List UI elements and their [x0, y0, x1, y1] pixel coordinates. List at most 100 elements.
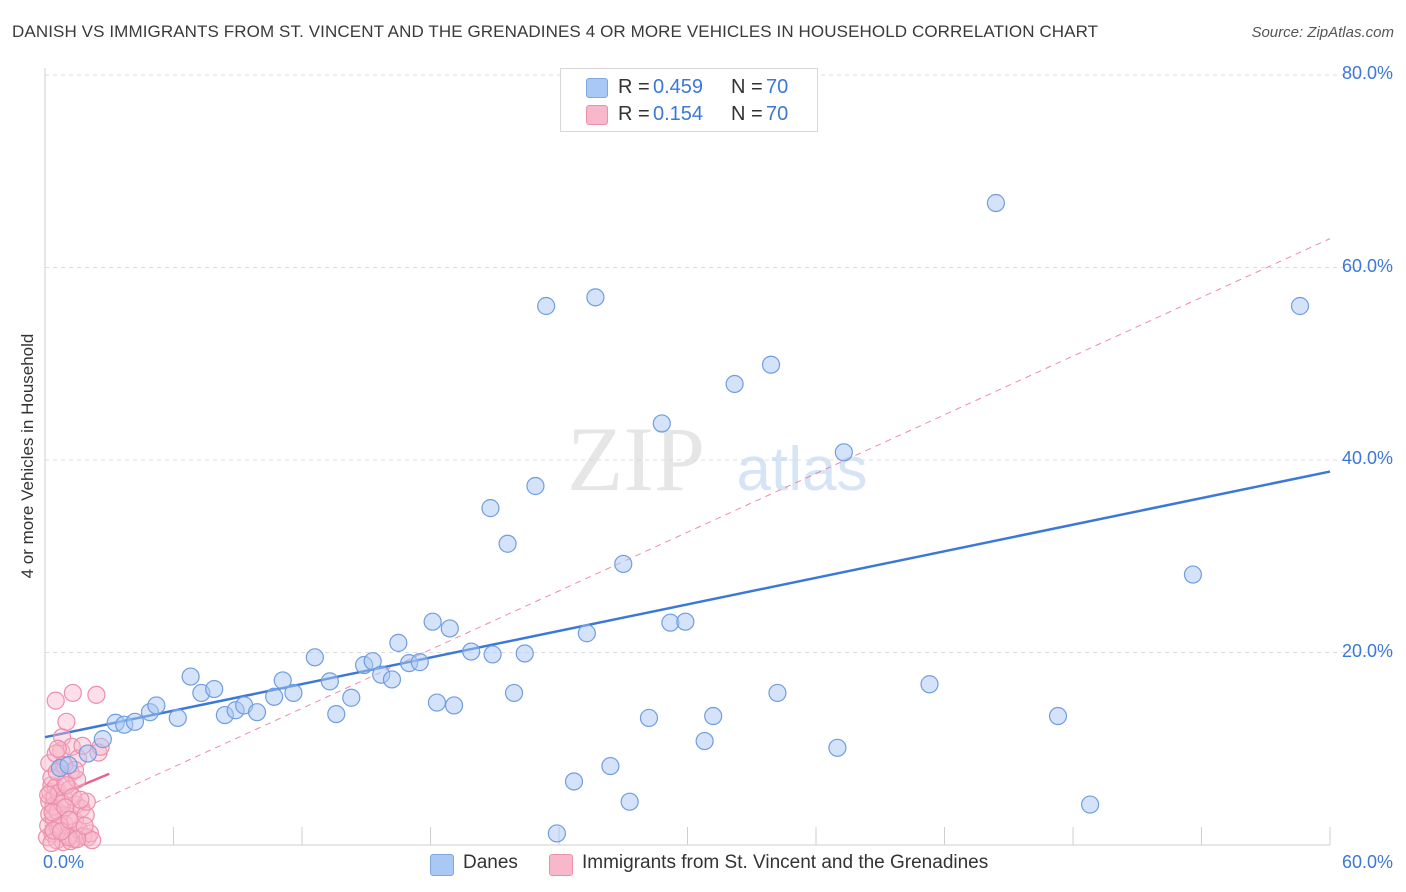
data-point-danes: [828, 738, 847, 757]
legend-r-value: 0.154: [653, 103, 704, 125]
legend-n-value: 70: [766, 76, 789, 98]
data-point-danes: [601, 756, 620, 776]
data-point-danes: [1048, 706, 1068, 726]
data-point-danes: [725, 374, 744, 394]
data-point-immigrants: [39, 785, 58, 805]
x-tick-label: 0.0%: [43, 852, 85, 872]
data-point-danes: [427, 693, 447, 712]
y-tick-label: 20.0%: [1341, 640, 1393, 661]
legend-swatch-danes: [586, 78, 608, 98]
legend-swatch-danes: [430, 854, 454, 876]
data-point-danes: [265, 687, 284, 706]
data-point-danes: [620, 792, 639, 811]
data-point-danes: [78, 744, 97, 763]
legend-r-label: R =: [618, 103, 650, 125]
data-point-danes: [205, 679, 224, 699]
gridlines: [45, 74, 1392, 653]
data-point-danes: [498, 534, 517, 553]
data-point-danes: [410, 653, 429, 672]
data-point-danes: [704, 706, 723, 726]
data-point-danes: [695, 731, 714, 751]
x-tick-label: 60.0%: [1341, 852, 1393, 872]
data-point-danes: [247, 703, 267, 722]
data-point-danes: [147, 696, 166, 715]
data-point-danes: [920, 675, 939, 694]
data-point-danes: [327, 704, 346, 724]
legend-label-danes: Danes: [463, 852, 518, 873]
data-point-immigrants: [83, 831, 102, 850]
data-point-danes: [273, 671, 292, 690]
data-point-danes: [423, 612, 442, 631]
legend-label-immigrants: Immigrants from St. Vincent and the Gren…: [582, 852, 989, 873]
data-point-danes: [382, 670, 402, 689]
data-point-danes: [834, 443, 853, 462]
data-point-danes: [481, 499, 500, 518]
y-tick-label: 60.0%: [1341, 255, 1393, 276]
data-point-danes: [59, 756, 78, 775]
legend-r-label: R =: [618, 76, 650, 98]
data-point-danes: [761, 355, 781, 374]
data-point-danes: [986, 193, 1006, 213]
data-point-danes: [676, 612, 695, 631]
data-point-immigrants: [77, 792, 96, 811]
data-point-danes: [504, 683, 524, 703]
source-credit: Source: ZipAtlas.com: [1251, 24, 1394, 41]
data-point-immigrants: [44, 821, 63, 840]
watermark-zip: ZIP: [567, 408, 705, 510]
data-point-danes: [444, 696, 464, 715]
legend-swatch-immigrants: [586, 105, 608, 125]
chart-title: DANISH VS IMMIGRANTS FROM ST. VINCENT AN…: [12, 22, 1099, 41]
data-point-danes: [564, 772, 584, 791]
data-point-danes: [342, 688, 361, 707]
data-point-danes: [284, 683, 303, 703]
data-point-danes: [125, 712, 145, 731]
data-point-danes: [93, 730, 112, 749]
data-point-danes: [363, 652, 382, 671]
data-point-danes: [1081, 795, 1100, 814]
data-point-danes: [586, 288, 605, 307]
data-point-danes: [614, 554, 633, 574]
watermark: ZIP atlas: [567, 408, 867, 510]
legend-r-value: 0.459: [653, 76, 704, 98]
data-point-danes: [652, 414, 671, 433]
correlation-legend: R = 0.459 N = 70 R = 0.154 N = 70: [560, 68, 818, 132]
data-point-danes: [1183, 565, 1203, 584]
trendline-immigrants-extended: [44, 238, 1331, 827]
data-point-immigrants: [48, 739, 67, 758]
data-point-danes: [168, 708, 187, 728]
data-point-immigrants: [71, 790, 90, 809]
data-point-danes: [181, 667, 200, 686]
data-point-immigrants: [63, 683, 82, 703]
legend-row-danes: R = 0.459 N = 70: [561, 74, 817, 100]
data-point-danes: [547, 824, 566, 843]
data-point-immigrants: [87, 685, 106, 704]
trendline-danes: [44, 470, 1331, 739]
data-point-danes: [1290, 296, 1310, 316]
data-point-danes: [440, 619, 459, 638]
legend-n-value: 70: [766, 103, 789, 125]
data-point-danes: [389, 633, 408, 652]
data-point-immigrants: [57, 776, 76, 795]
data-point-danes: [462, 642, 481, 661]
data-point-danes: [305, 648, 324, 667]
data-point-immigrants: [57, 712, 76, 731]
data-point-danes: [526, 476, 545, 496]
y-tick-label: 40.0%: [1341, 448, 1393, 468]
data-point-danes: [577, 624, 596, 643]
data-point-immigrants: [46, 691, 65, 710]
data-point-danes: [768, 683, 787, 703]
y-tick-label: 80.0%: [1341, 63, 1393, 83]
data-point-danes: [515, 644, 534, 663]
data-point-danes: [639, 708, 659, 728]
legend-n-label: N =: [731, 103, 763, 125]
data-point-danes: [320, 672, 339, 691]
data-point-danes: [537, 296, 556, 316]
legend-swatch-immigrants: [549, 854, 573, 876]
legend-row-immigrants: R = 0.154 N = 70: [561, 101, 817, 127]
legend-n-label: N =: [731, 76, 763, 98]
data-point-danes: [483, 645, 502, 664]
trend-lines: [44, 238, 1331, 827]
data-point-immigrants: [75, 816, 94, 835]
series-danes-points: [50, 193, 1310, 843]
